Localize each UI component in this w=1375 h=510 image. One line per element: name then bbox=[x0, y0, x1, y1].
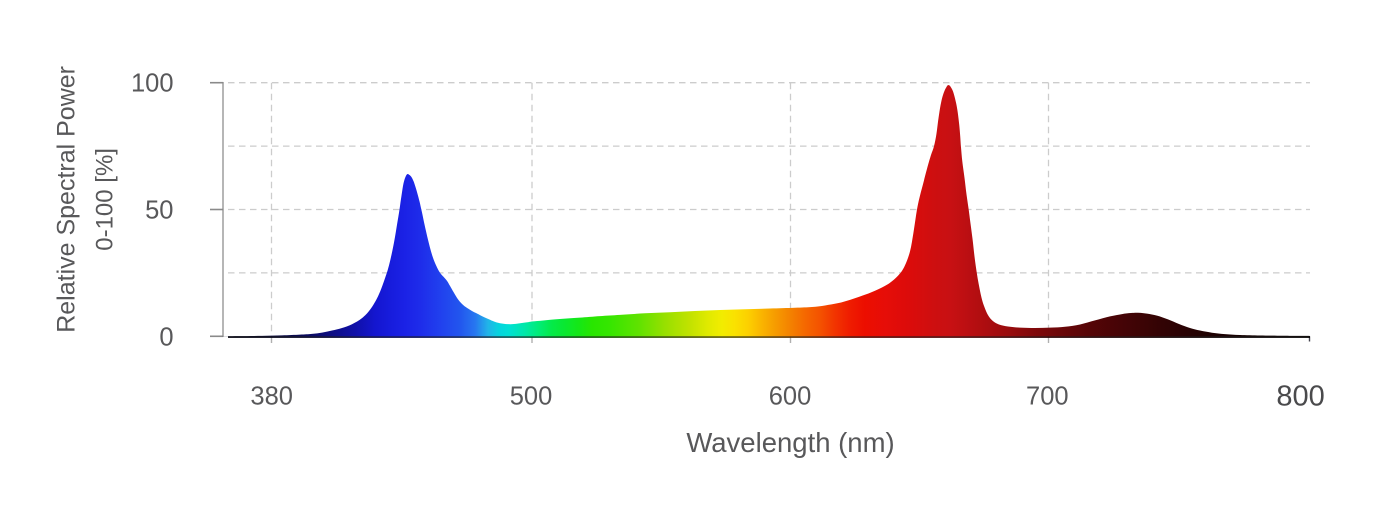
svg-text:500: 500 bbox=[510, 383, 553, 411]
svg-text:380: 380 bbox=[250, 383, 293, 411]
svg-text:Wavelength (nm): Wavelength (nm) bbox=[686, 427, 894, 458]
svg-text:0-100 [%]: 0-100 [%] bbox=[92, 148, 119, 251]
svg-text:700: 700 bbox=[1026, 383, 1069, 411]
svg-text:800: 800 bbox=[1276, 381, 1324, 413]
svg-text:Relative Spectral Power: Relative Spectral Power bbox=[53, 66, 81, 333]
svg-text:600: 600 bbox=[769, 383, 812, 411]
svg-text:50: 50 bbox=[145, 197, 173, 225]
svg-text:0: 0 bbox=[159, 323, 173, 351]
svg-text:100: 100 bbox=[131, 70, 174, 98]
